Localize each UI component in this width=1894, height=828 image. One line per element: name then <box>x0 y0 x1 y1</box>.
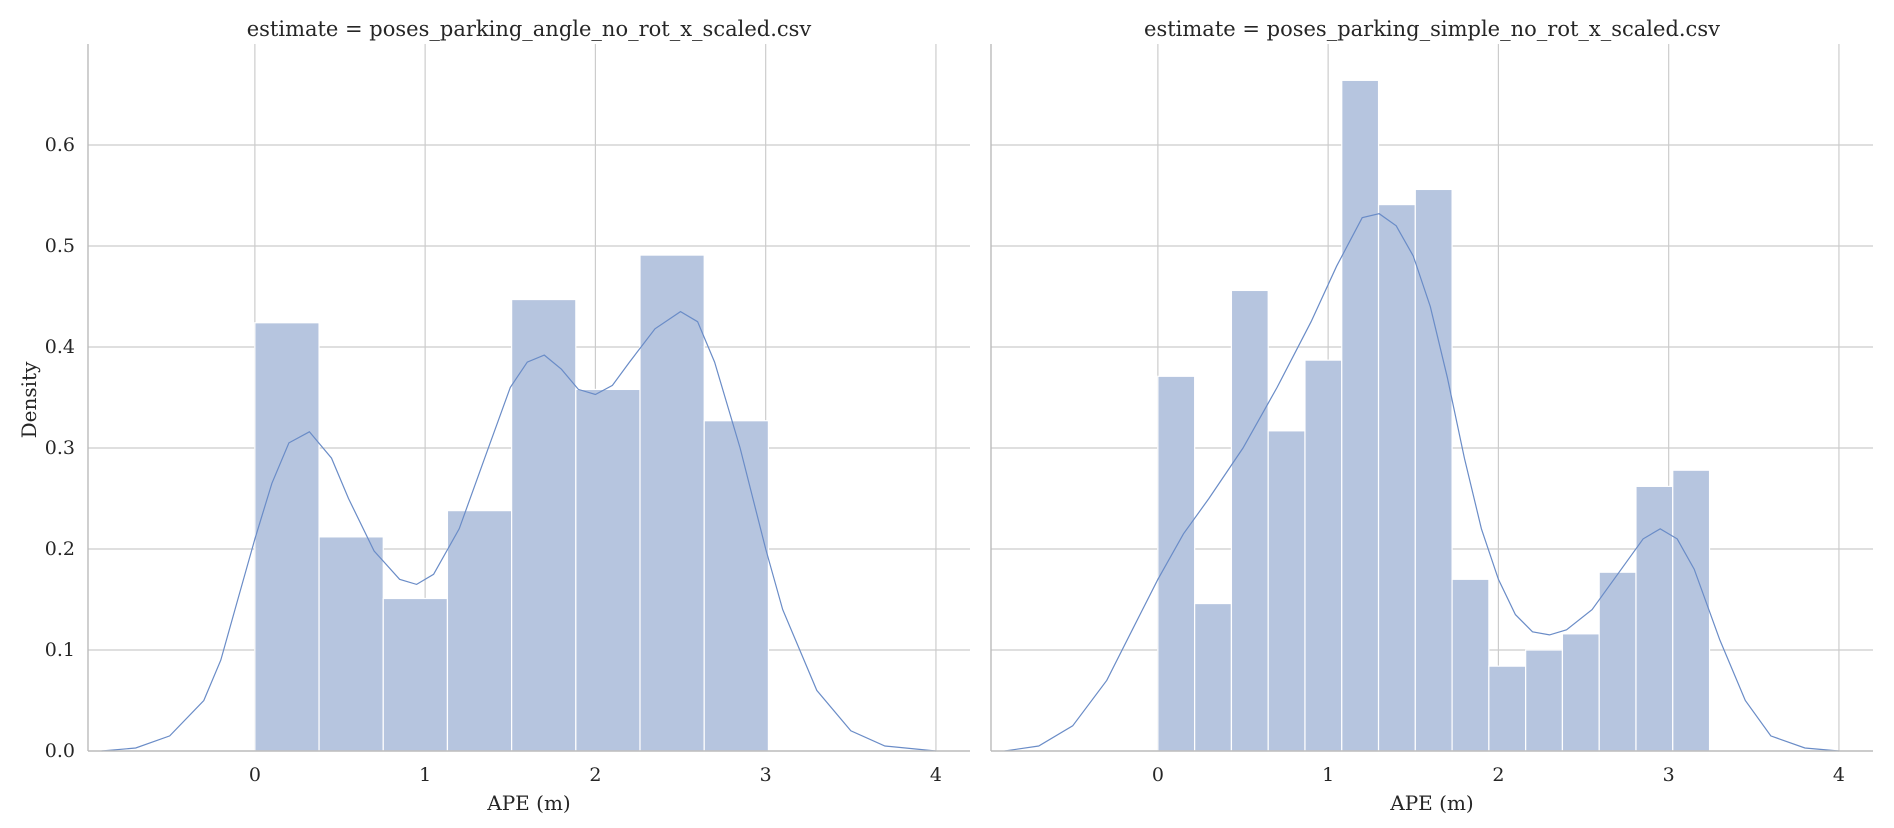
histogram-bar <box>318 536 384 752</box>
x-tick-label: 0 <box>1152 764 1164 786</box>
y-axis-title: Density <box>17 361 41 438</box>
histogram-bar <box>1672 469 1711 752</box>
x-tick-label: 4 <box>1833 764 1845 786</box>
panel-title: estimate = poses_parking_angle_no_rot_x_… <box>247 17 812 41</box>
x-tick-label: 1 <box>1322 764 1334 786</box>
histogram-bar <box>1304 359 1343 752</box>
x-tick-label: 2 <box>589 764 601 786</box>
histogram-bar <box>703 420 770 752</box>
x-tick-label: 3 <box>1663 764 1675 786</box>
histogram-bar <box>1341 79 1380 752</box>
x-tick-label: 0 <box>249 764 261 786</box>
y-tick-label: 0.6 <box>45 134 75 156</box>
facet-panel-1: 0.0 0.1 0.2 0.3 0.4 0.5 0.6 0 1 2 3 4 APE (m) estimat… <box>45 17 970 815</box>
histogram-bar <box>1451 578 1490 752</box>
histogram-bar <box>1635 485 1674 752</box>
histogram-bar <box>1561 633 1600 752</box>
y-tick-label: 0.3 <box>45 437 75 459</box>
kde-curve <box>1004 213 1839 752</box>
histogram-bar <box>1377 203 1416 752</box>
x-tick-label: 2 <box>1492 764 1504 786</box>
histogram-bar <box>1267 430 1306 752</box>
x-axis-title: APE (m) <box>1389 791 1473 815</box>
y-tick-label: 0.0 <box>45 740 75 762</box>
histogram-bar <box>639 254 705 752</box>
histogram-bar <box>446 510 513 752</box>
y-tick-label: 0.4 <box>45 336 75 358</box>
histogram-bar <box>1414 188 1453 752</box>
x-axis-title: APE (m) <box>486 791 570 815</box>
x-tick-label: 1 <box>419 764 431 786</box>
histogram-bar <box>1598 571 1637 752</box>
histogram-bar <box>575 388 641 752</box>
histogram-bar <box>1488 665 1527 752</box>
y-tick-label: 0.1 <box>45 639 75 661</box>
x-tick-label: 3 <box>760 764 772 786</box>
histogram-bar <box>1194 602 1233 752</box>
y-tick-label: 0.5 <box>45 235 75 257</box>
histogram-bar <box>1157 375 1196 752</box>
kde-curve <box>101 310 936 752</box>
histogram-bar <box>1525 649 1564 752</box>
histogram-bar <box>382 597 449 752</box>
y-tick-label: 0.2 <box>45 538 75 560</box>
histogram-bar <box>254 322 320 752</box>
x-tick-label: 4 <box>930 764 942 786</box>
histogram-bar <box>1230 289 1269 752</box>
panel-title: estimate = poses_parking_simple_no_rot_x… <box>1144 17 1720 41</box>
facet-panel-2: 0 1 2 3 4 APE (m) estimate = poses_parking_sim… <box>990 17 1873 815</box>
histogram-bar <box>511 298 577 752</box>
